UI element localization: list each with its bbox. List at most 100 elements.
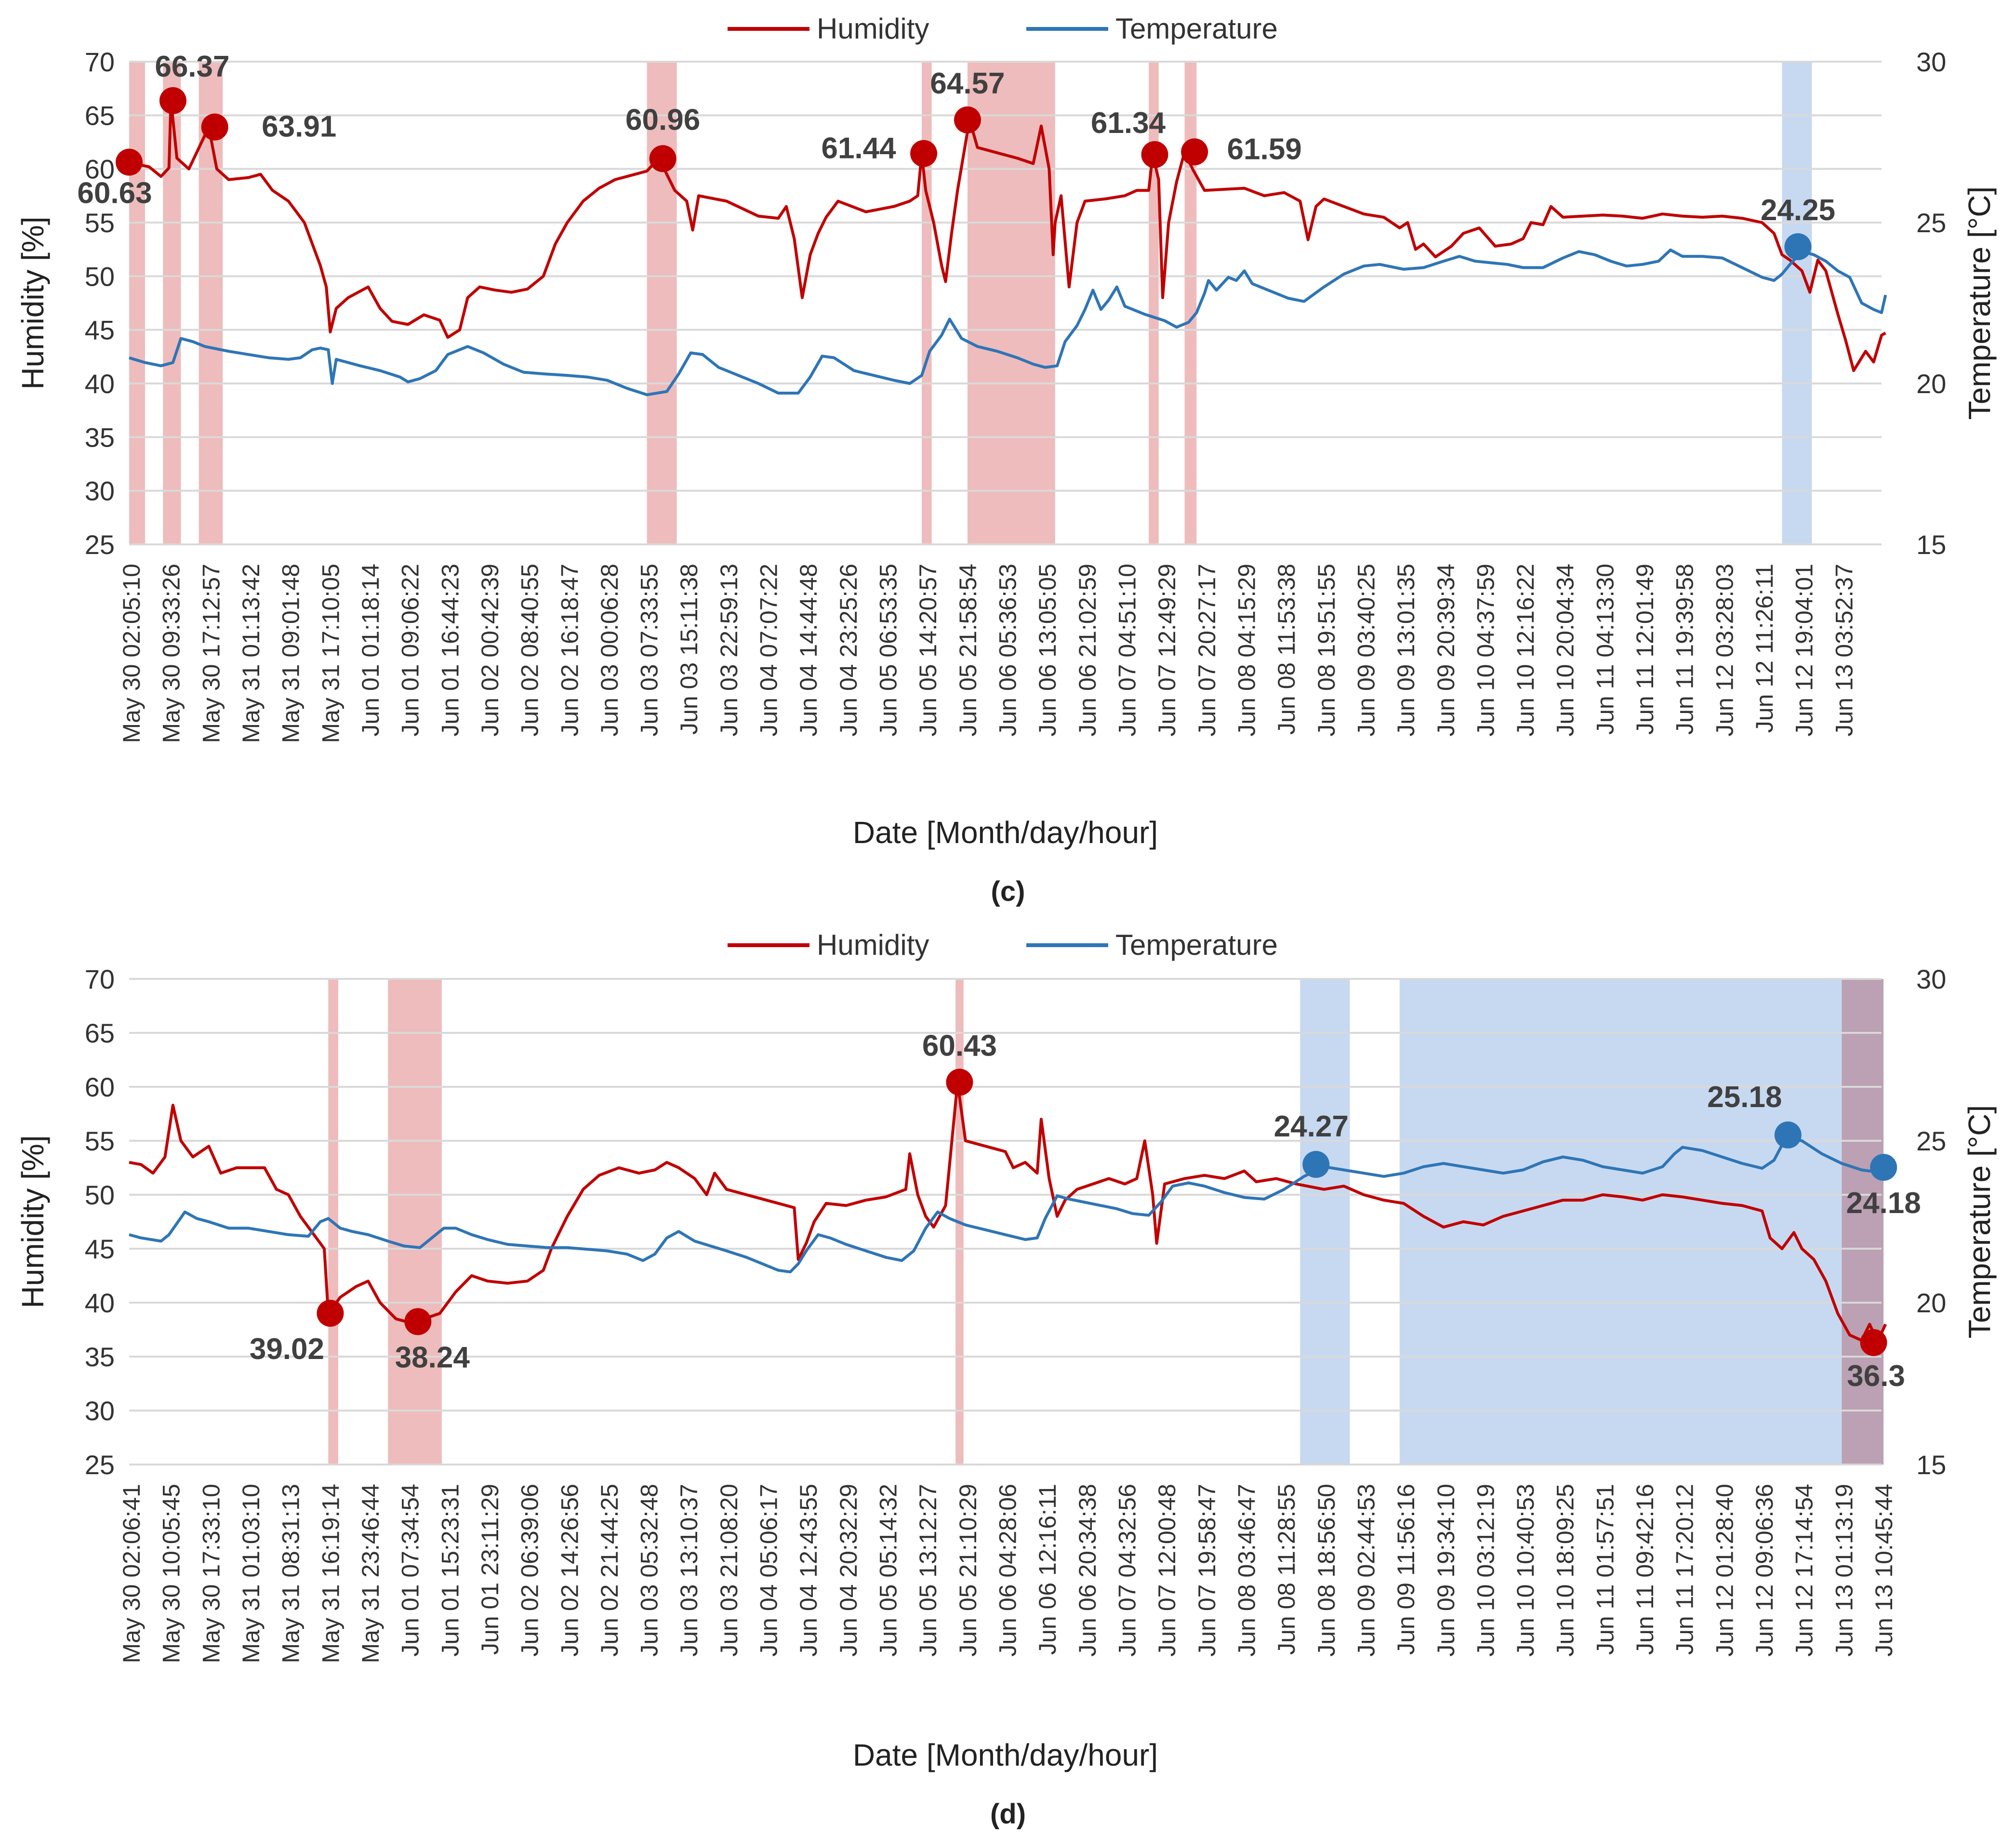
y-tick-label: 70 bbox=[85, 47, 115, 77]
y-tick-label: 60 bbox=[85, 154, 115, 185]
x-tick-label: May 31 23:46:44 bbox=[357, 1484, 384, 1663]
x-tick-label: Jun 11 04:13:30 bbox=[1592, 564, 1618, 735]
data-label: 24.27 bbox=[1274, 1110, 1349, 1143]
data-marker bbox=[910, 140, 938, 167]
x-tick-label: Jun 05 13:12:27 bbox=[915, 1484, 942, 1657]
shaded-region-red bbox=[129, 62, 146, 544]
x-tick-label: Jun 13 01:13:19 bbox=[1830, 1484, 1857, 1657]
data-label: 25.18 bbox=[1707, 1081, 1782, 1114]
x-tick-label: Jun 01 09:06:22 bbox=[397, 564, 424, 737]
data-label: 60.43 bbox=[922, 1029, 997, 1062]
x-tick-label: Jun 08 11:53:38 bbox=[1273, 564, 1300, 735]
x-tick-label: Jun 04 20:32:29 bbox=[835, 1484, 862, 1657]
x-tick-label: May 30 02:06:41 bbox=[118, 1484, 145, 1663]
panel-caption-d: (d) bbox=[990, 1798, 1026, 1830]
x-tick-label: Jun 04 23:25:26 bbox=[835, 564, 862, 737]
shaded-region-red bbox=[967, 62, 1055, 544]
y2-tick-label: 30 bbox=[1916, 964, 1946, 994]
data-marker bbox=[1870, 1154, 1897, 1181]
x-tick-label: Jun 09 20:39:34 bbox=[1432, 564, 1459, 737]
series-line-temperature bbox=[129, 248, 1887, 396]
x-tick-label: Jun 11 19:39:58 bbox=[1671, 564, 1698, 735]
data-marker bbox=[1774, 1121, 1802, 1148]
data-label: 64.57 bbox=[930, 67, 1005, 100]
data-label: 61.59 bbox=[1227, 132, 1302, 166]
x-tick-label: Jun 02 21:44:25 bbox=[596, 1484, 623, 1657]
shaded-region-red bbox=[388, 979, 442, 1465]
x-tick-label: Jun 07 04:32:56 bbox=[1114, 1484, 1141, 1657]
x-tick-label: Jun 08 03:46:47 bbox=[1233, 1484, 1260, 1657]
x-tick-label: Jun 09 02:44:53 bbox=[1353, 1484, 1379, 1657]
y2-tick-label: 20 bbox=[1916, 1288, 1946, 1318]
data-label: 66.37 bbox=[155, 50, 229, 83]
data-marker bbox=[649, 145, 676, 172]
x-tick-label: Jun 03 05:32:48 bbox=[636, 1484, 663, 1657]
y-tick-label: 60 bbox=[85, 1072, 115, 1102]
y2-axis-title: Temperature [°C] bbox=[1962, 1105, 1997, 1338]
x-tick-label: Jun 11 09:42:16 bbox=[1631, 1484, 1658, 1655]
x-tick-label: Jun 01 16:44:23 bbox=[437, 564, 464, 737]
x-tick-label: Jun 03 07:33:55 bbox=[636, 564, 663, 737]
data-marker bbox=[1860, 1329, 1887, 1356]
data-marker bbox=[159, 87, 186, 114]
data-label: 24.18 bbox=[1846, 1187, 1921, 1220]
x-tick-label: Jun 08 19:51:55 bbox=[1313, 564, 1340, 737]
y-tick-label: 40 bbox=[85, 369, 115, 399]
shaded-region-red bbox=[1184, 62, 1197, 544]
x-tick-label: Jun 05 21:58:54 bbox=[955, 564, 981, 737]
shaded-region-red bbox=[921, 62, 932, 544]
y-axis-title: Humidity [%] bbox=[15, 216, 50, 389]
data-label: 39.02 bbox=[250, 1333, 324, 1366]
x-tick-label: Jun 02 00:42:39 bbox=[477, 564, 504, 737]
data-label: 38.24 bbox=[395, 1341, 470, 1374]
x-tick-label: Jun 10 12:16:22 bbox=[1512, 564, 1539, 737]
y2-tick-label: 15 bbox=[1916, 529, 1946, 560]
x-tick-label: Jun 04 14:44:48 bbox=[795, 564, 822, 737]
x-tick-label: May 31 16:19:14 bbox=[317, 1484, 344, 1663]
y-tick-label: 45 bbox=[85, 315, 115, 345]
x-tick-label: Jun 03 15:11:38 bbox=[676, 564, 703, 735]
x-tick-label: Jun 04 12:43:55 bbox=[795, 1484, 822, 1657]
x-tick-label: Jun 08 11:28:55 bbox=[1273, 1484, 1300, 1655]
x-tick-label: Jun 05 05:14:32 bbox=[875, 1484, 902, 1657]
x-tick-label: May 31 09:01:48 bbox=[278, 564, 305, 743]
x-tick-label: Jun 09 11:56:16 bbox=[1393, 1484, 1419, 1655]
x-tick-label: May 31 01:03:10 bbox=[238, 1484, 265, 1663]
shaded-region-purple bbox=[1842, 979, 1883, 1465]
y2-tick-label: 25 bbox=[1916, 208, 1946, 238]
x-tick-label: Jun 09 19:34:10 bbox=[1432, 1484, 1459, 1657]
y-axis-title: Humidity [%] bbox=[15, 1135, 50, 1308]
x-tick-label: Jun 04 05:06:17 bbox=[756, 1484, 783, 1657]
legend-label-humidity: Humidity bbox=[817, 13, 929, 45]
shaded-region-blue bbox=[1782, 62, 1812, 544]
data-marker bbox=[116, 148, 143, 176]
x-tick-label: Jun 12 01:28:40 bbox=[1711, 1484, 1738, 1657]
y-tick-label: 35 bbox=[85, 422, 115, 452]
chart-panel-c: 70 65 60 55 50 45 40 35 30 25 30 25 20 15 May 30 02:05… bbox=[15, 13, 1997, 850]
series-line-humidity bbox=[129, 99, 1886, 372]
legend-label-temperature: Temperature bbox=[1115, 929, 1278, 961]
x-tick-label: Jun 06 13:05:05 bbox=[1034, 564, 1061, 737]
x-tick-label: Jun 04 07:07:22 bbox=[756, 564, 783, 737]
x-tick-label: Jun 10 20:04:34 bbox=[1552, 564, 1579, 737]
x-tick-label: Jun 02 06:39:06 bbox=[517, 1484, 544, 1657]
data-marker bbox=[201, 113, 228, 141]
x-tick-label: Jun 06 05:36:53 bbox=[995, 564, 1021, 737]
legend-label-humidity: Humidity bbox=[817, 929, 929, 961]
y2-tick-label: 20 bbox=[1916, 369, 1946, 399]
data-marker bbox=[1141, 141, 1168, 168]
x-tick-label: Jun 01 15:23:31 bbox=[437, 1484, 464, 1657]
x-tick-label: Jun 09 03:40:25 bbox=[1353, 564, 1379, 737]
x-tick-label: Jun 10 10:40:53 bbox=[1512, 1484, 1539, 1657]
y2-tick-label: 30 bbox=[1916, 47, 1946, 77]
y2-tick-label: 25 bbox=[1916, 1126, 1946, 1156]
x-tick-label: Jun 06 20:34:38 bbox=[1074, 1484, 1101, 1657]
x-tick-label: May 30 09:33:26 bbox=[158, 564, 185, 743]
series-line-temperature bbox=[129, 1136, 1886, 1274]
x-tick-label: May 31 17:10:05 bbox=[317, 564, 344, 743]
y-tick-label: 65 bbox=[85, 100, 115, 131]
y2-tick-label: 15 bbox=[1916, 1450, 1946, 1480]
x-tick-label: Jun 01 07:34:54 bbox=[397, 1484, 424, 1657]
data-label: 61.34 bbox=[1091, 106, 1166, 140]
